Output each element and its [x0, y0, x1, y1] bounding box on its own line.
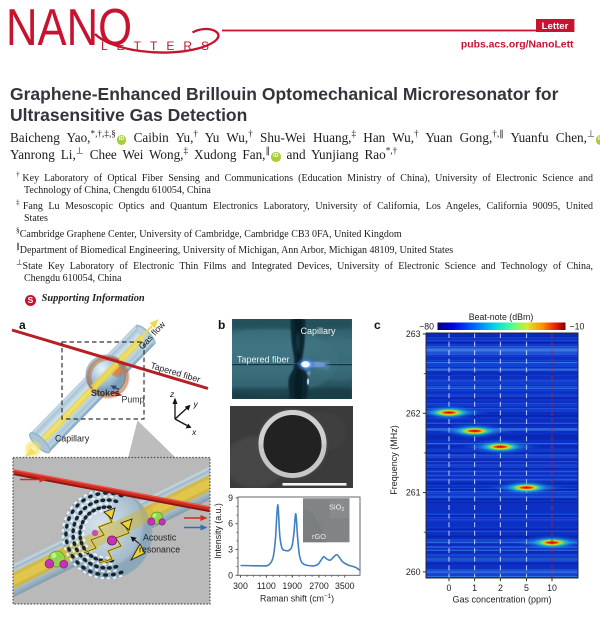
svg-text:Gas concentration (ppm): Gas concentration (ppm) [452, 595, 551, 605]
svg-text:−10: −10 [570, 322, 585, 332]
svg-text:y: y [193, 399, 199, 409]
svg-text:Pump: Pump [122, 395, 145, 405]
svg-text:Tapered fiber: Tapered fiber [237, 355, 290, 365]
svg-text:−80: −80 [419, 322, 434, 332]
svg-text:300: 300 [233, 581, 248, 591]
svg-text:0: 0 [447, 583, 452, 593]
svg-text:Raman shift (cm−1): Raman shift (cm−1) [260, 593, 334, 604]
svg-text:resonance: resonance [139, 545, 180, 555]
svg-text:2: 2 [498, 583, 503, 593]
svg-text:262: 262 [406, 408, 421, 418]
svg-text:1900: 1900 [282, 581, 302, 591]
svg-text:9: 9 [228, 493, 233, 503]
svg-text:pubs.acs.org/NanoLett: pubs.acs.org/NanoLett [461, 40, 574, 51]
svg-text:Acoustic: Acoustic [143, 533, 177, 543]
svg-text:a: a [19, 318, 26, 332]
svg-text:3500: 3500 [335, 581, 355, 591]
svg-text:6: 6 [228, 519, 233, 529]
svg-text:Stokes: Stokes [91, 388, 120, 398]
svg-text:263: 263 [406, 329, 421, 339]
svg-text:1100: 1100 [257, 581, 276, 591]
svg-text:260: 260 [406, 567, 421, 577]
svg-text:b: b [218, 318, 225, 332]
svg-text:2700: 2700 [309, 581, 329, 591]
svg-text:Letter: Letter [542, 21, 569, 32]
svg-text:LETTERS: LETTERS [101, 39, 218, 53]
svg-text:261: 261 [406, 488, 421, 498]
svg-text:Beat-note (dBm): Beat-note (dBm) [469, 312, 534, 322]
svg-text:Frequency (MHz): Frequency (MHz) [389, 425, 399, 495]
svg-text:c: c [374, 318, 381, 332]
svg-text:3: 3 [228, 545, 233, 555]
svg-text:x: x [191, 427, 197, 437]
svg-text:Intensity (a.u.): Intensity (a.u.) [213, 503, 223, 559]
svg-text:0: 0 [228, 570, 233, 580]
svg-text:SiO2: SiO2 [329, 503, 344, 514]
svg-text:NANO: NANO [6, 0, 132, 56]
svg-text:Capillary: Capillary [55, 434, 90, 444]
svg-text:Capillary: Capillary [301, 326, 337, 336]
svg-text:5: 5 [524, 583, 529, 593]
svg-text:1: 1 [472, 583, 477, 593]
svg-text:rGO: rGO [312, 532, 326, 541]
svg-text:10: 10 [547, 583, 557, 593]
svg-text:z: z [169, 389, 175, 399]
